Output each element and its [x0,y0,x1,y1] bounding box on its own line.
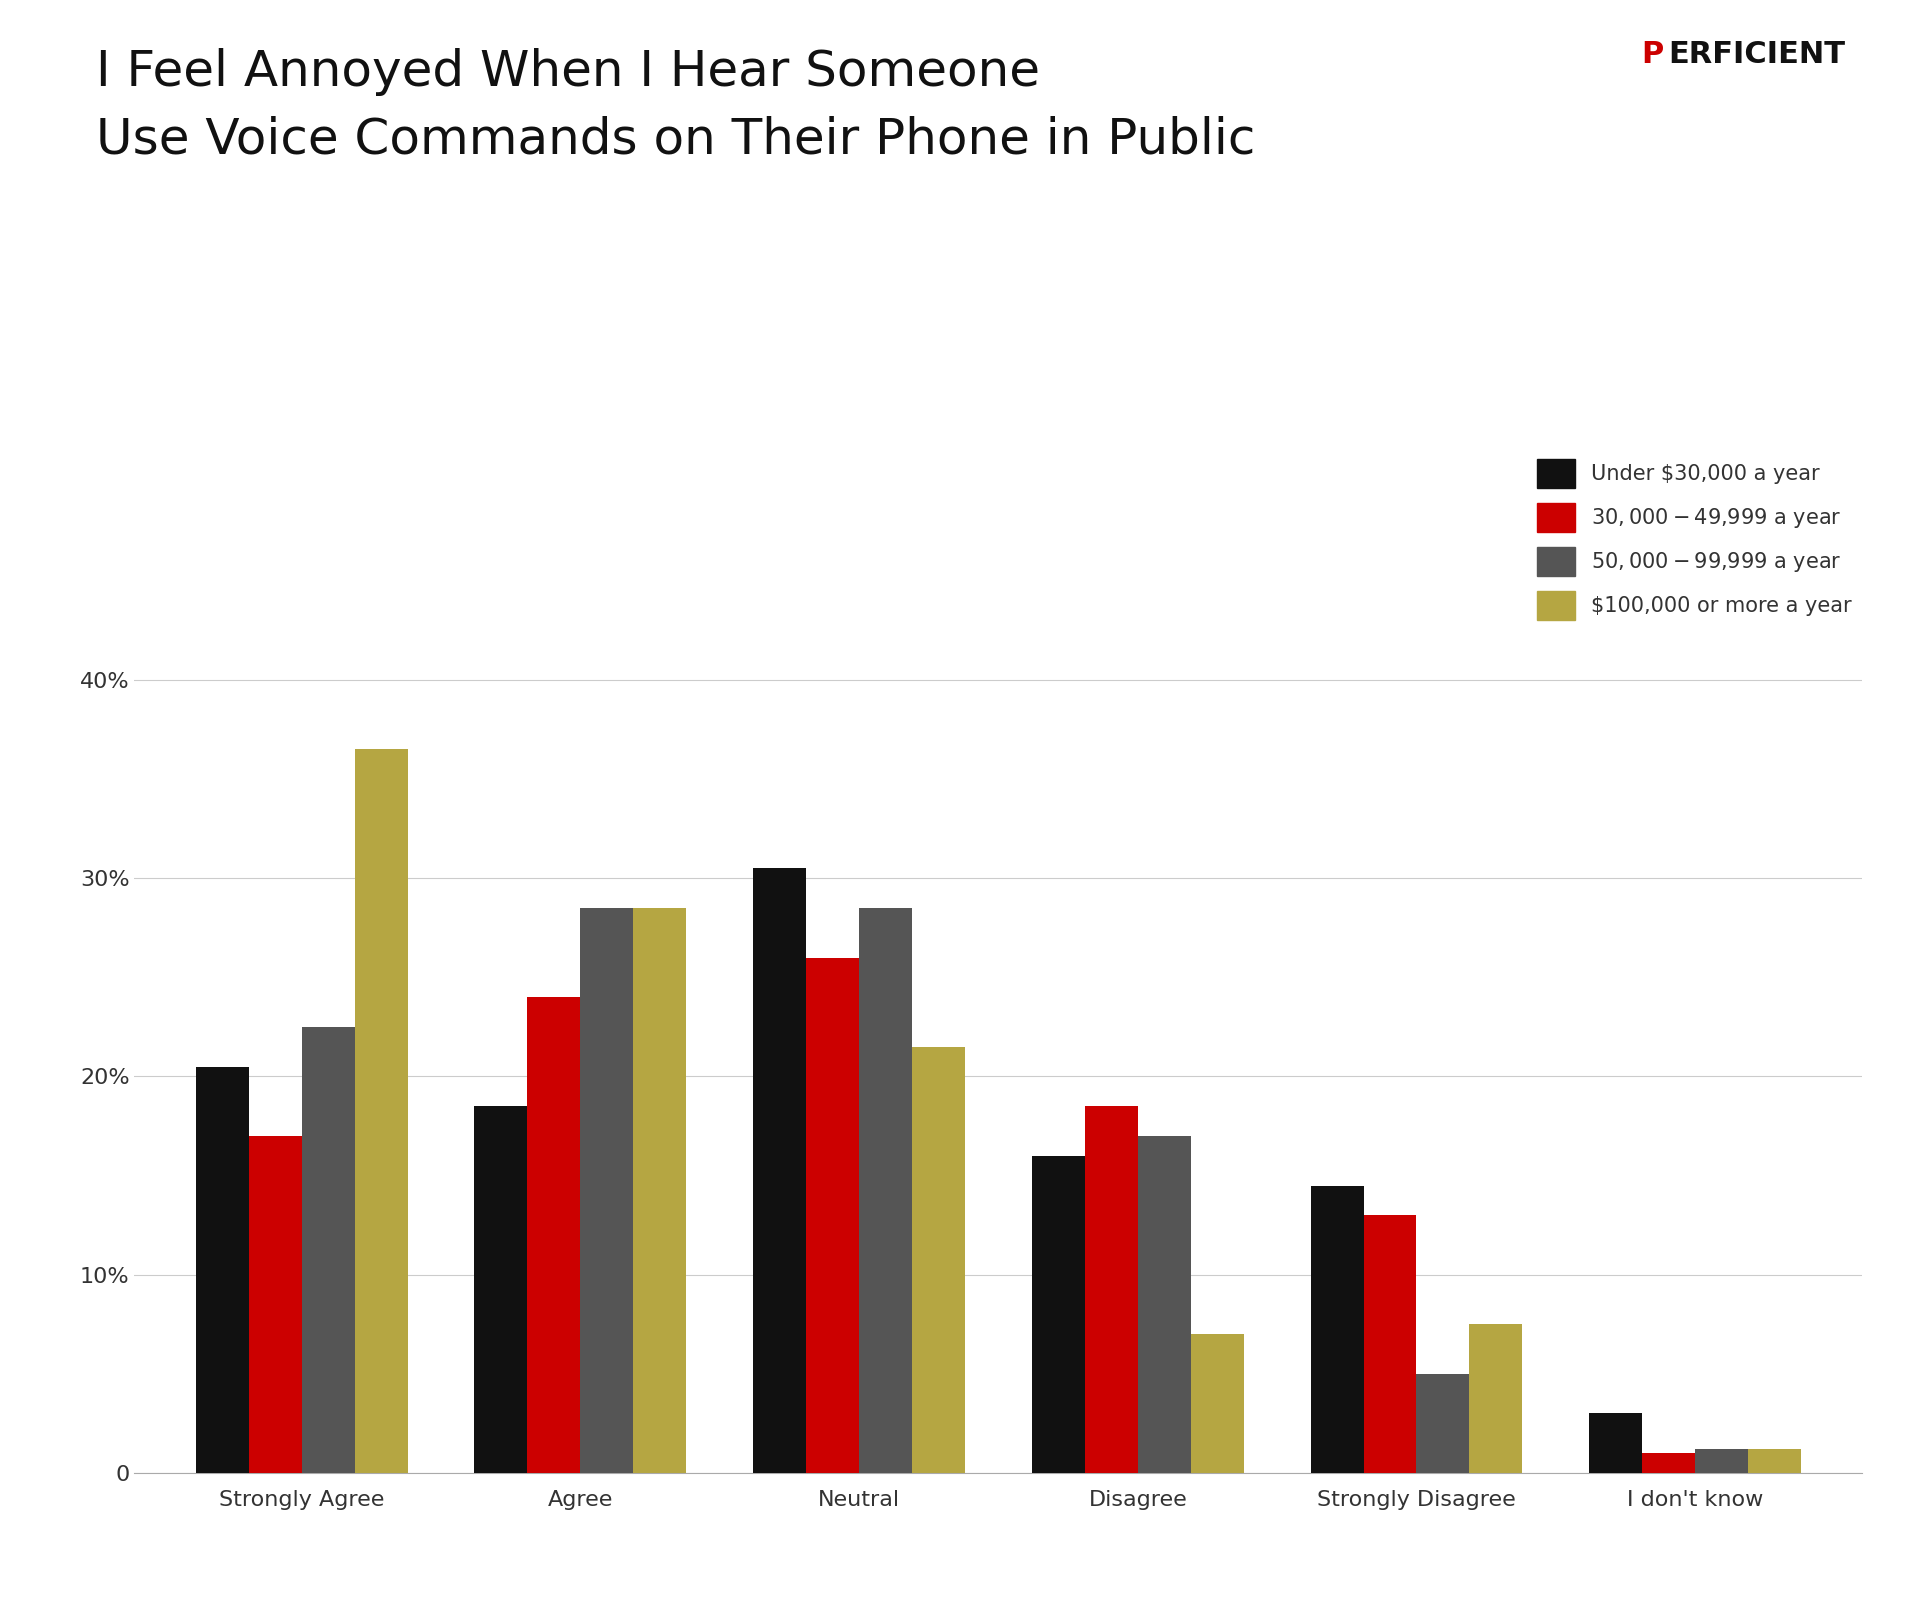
Bar [580,908,634,1473]
Bar [1085,1106,1139,1473]
Bar [858,908,912,1473]
Text: P: P [1642,40,1665,69]
Legend: Under $30,000 a year, $30,000-$49,999 a year, $50,000-$99,999 a year, $100,000 o: Under $30,000 a year, $30,000-$49,999 a … [1538,459,1853,620]
Bar [1139,1137,1190,1473]
Bar [1190,1334,1244,1473]
Bar [912,1047,966,1473]
Bar [1642,1454,1695,1473]
Bar [1695,1449,1747,1473]
Bar [301,1026,355,1473]
Bar [1311,1185,1363,1473]
Bar [250,1137,301,1473]
Bar [1031,1156,1085,1473]
Bar [634,908,685,1473]
Bar [806,957,858,1473]
Bar [1590,1414,1642,1473]
Bar [1469,1324,1523,1473]
Bar [1417,1374,1469,1473]
Bar [1747,1449,1801,1473]
Bar [528,997,580,1473]
Text: ERFICIENT: ERFICIENT [1668,40,1845,69]
Bar [1363,1215,1417,1473]
Bar [753,868,806,1473]
Bar [196,1066,250,1473]
Text: I Feel Annoyed When I Hear Someone
Use Voice Commands on Their Phone in Public: I Feel Annoyed When I Hear Someone Use V… [96,48,1256,163]
Bar [474,1106,528,1473]
Bar [355,749,407,1473]
